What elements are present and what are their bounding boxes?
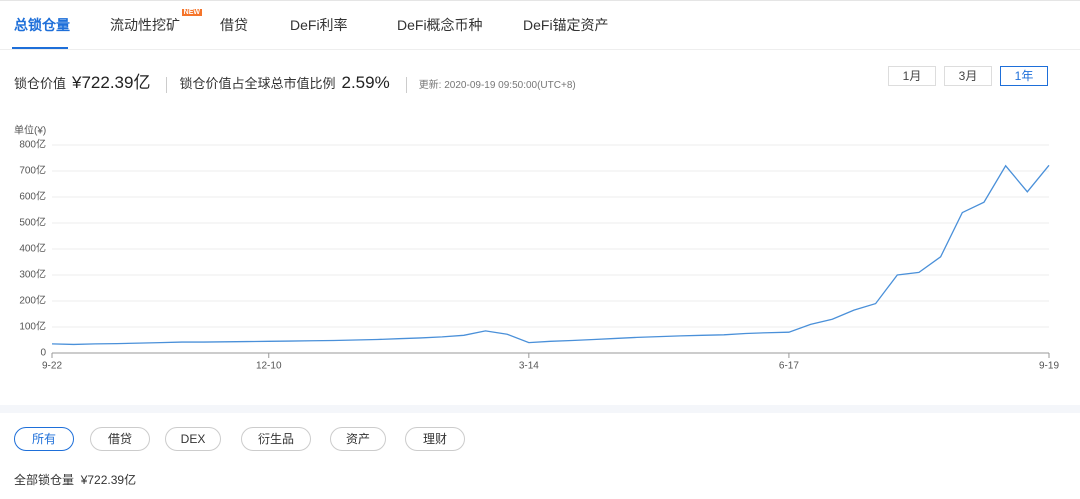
range-button[interactable]: 3月 (944, 66, 992, 86)
y-tick-label: 500亿 (19, 216, 46, 229)
updated: 更新: 2020-09-19 09:50:00(UTC+8) (418, 80, 576, 91)
badge: NEW (181, 9, 202, 16)
filter-pill[interactable]: 资产 (330, 427, 386, 451)
footer: 全部锁仓量 ¥722.39亿 (14, 471, 136, 488)
y-tick-label: 400亿 (19, 242, 46, 255)
tab[interactable]: 借贷 (220, 15, 248, 35)
filter-pill[interactable]: 借贷 (90, 427, 150, 451)
x-tick-label: 9-22 (42, 361, 62, 372)
y-unit: 单位(¥) (14, 124, 46, 137)
footer-value: ¥722.39亿 (80, 473, 137, 487)
filter-pill[interactable]: 理财 (405, 427, 465, 451)
divider (0, 405, 1080, 413)
range-button[interactable]: 1月 (888, 66, 936, 86)
stats: 锁仓价值 ¥722.39亿 锁仓价值占全球总市值比例 2.59% 更新: 2020-09… (14, 68, 582, 93)
ratio-value: 2.59% (341, 73, 390, 92)
tab[interactable]: DeFi锚定资产 (523, 15, 609, 35)
tab-label: DeFi锚定资产 (523, 17, 609, 33)
y-tick-label: 800亿 (19, 138, 46, 151)
y-tick-label: 100亿 (19, 320, 46, 333)
x-tick-label: 12-10 (256, 361, 282, 372)
range-button[interactable]: 1年 (1000, 66, 1048, 86)
y-tick-label: 600亿 (19, 190, 46, 203)
tab[interactable]: DeFi概念币种 (397, 15, 483, 35)
line (51, 164, 1050, 346)
x-tick-label: 9-19 (1039, 361, 1059, 372)
tvl-label: 锁仓价值 (14, 76, 67, 91)
filter-pill[interactable]: DEX (165, 427, 221, 451)
filter-pill[interactable]: 衍生品 (241, 427, 311, 451)
tab-label: 流动性挖矿 (110, 17, 180, 33)
y-tick-label: 200亿 (19, 294, 46, 307)
x-tick-label: 3-14 (519, 361, 539, 372)
y-tick-label: 300亿 (19, 268, 46, 281)
x-tick-label: 6-17 (779, 361, 799, 372)
tab[interactable]: DeFi利率 (290, 15, 348, 35)
tab-underline (12, 47, 68, 49)
y-tick-label: 700亿 (19, 164, 46, 177)
tab-label: 借贷 (220, 17, 248, 33)
y-tick-label: 0 (40, 348, 46, 359)
tab-label: DeFi概念币种 (397, 17, 483, 33)
tab[interactable]: 流动性挖矿 NEW (110, 9, 202, 35)
tab-label: 总锁仓量 (14, 17, 70, 33)
tab[interactable]: 总锁仓量 (14, 15, 70, 35)
ratio-label: 锁仓价值占全球总市值比例 (179, 76, 336, 91)
footer-label: 全部锁仓量 (14, 473, 75, 487)
filter-pill[interactable]: 所有 (14, 427, 74, 451)
chart: 单位(¥) 0 100亿 200亿 300亿 400亿 500亿 600亿 700亿 800亿 9-… (14, 124, 1059, 372)
tab-label: DeFi利率 (290, 17, 348, 33)
tab-bar: 总锁仓量 流动性挖矿 NEW 借贷 DeFi利率 DeFi概念币种 DeFi锚定资产 (0, 0, 1080, 50)
tvl-value: ¥722.39亿 (72, 73, 151, 92)
